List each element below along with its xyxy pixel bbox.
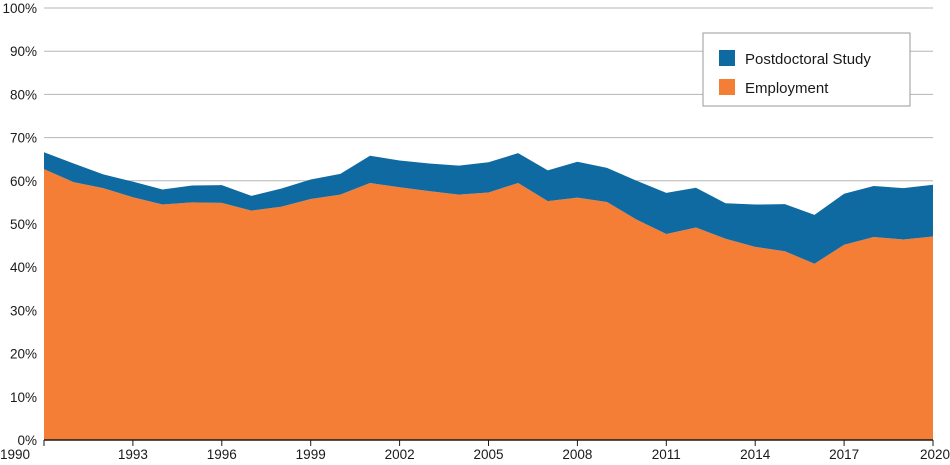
y-tick-label: 0% [17,433,37,448]
x-tick-label: 1990 [0,447,30,462]
y-axis-tick-labels: 0% 10% 20% 30% 40% 50% 60% 70% 80% 90% 100% [2,1,37,448]
legend-label-postdoctoral-study: Postdoctoral Study [745,51,871,68]
legend: Postdoctoral Study Employment [702,32,911,107]
x-axis [43,439,934,446]
x-tick-label: 1999 [296,447,326,462]
area-employment [44,169,933,440]
x-axis-tick-labels: 1990 1993 1996 1999 2002 2005 2008 2011 2014 2017… [0,447,950,462]
x-tick-label: 2008 [562,447,592,462]
x-tick-label: 1993 [118,447,148,462]
x-tick-label: 2017 [829,447,859,462]
y-tick-label: 40% [10,260,37,275]
x-tick-label: 2005 [473,447,503,462]
y-tick-label: 80% [10,87,37,102]
y-tick-label: 70% [10,131,37,146]
y-tick-label: 30% [10,303,37,318]
area-postdoctoral-study [44,152,933,264]
legend-swatch-employment [719,79,735,95]
y-tick-label: 10% [10,390,37,405]
y-tick-label: 100% [2,1,37,16]
x-tick-label: 2020 [920,447,950,462]
legend-frame [702,32,911,107]
y-tick-label: 60% [10,174,37,189]
x-tick-label: 1996 [207,447,237,462]
x-tick-label: 2014 [740,447,771,462]
y-tick-label: 50% [10,217,37,232]
y-tick-label: 20% [10,347,37,362]
legend-swatch-postdoctoral-study [719,50,735,66]
data-areas [44,152,933,440]
legend-label-employment: Employment [745,80,829,97]
y-tick-label: 90% [10,44,37,59]
x-tick-label: 2011 [652,447,681,462]
x-tick-label: 2002 [385,447,415,462]
